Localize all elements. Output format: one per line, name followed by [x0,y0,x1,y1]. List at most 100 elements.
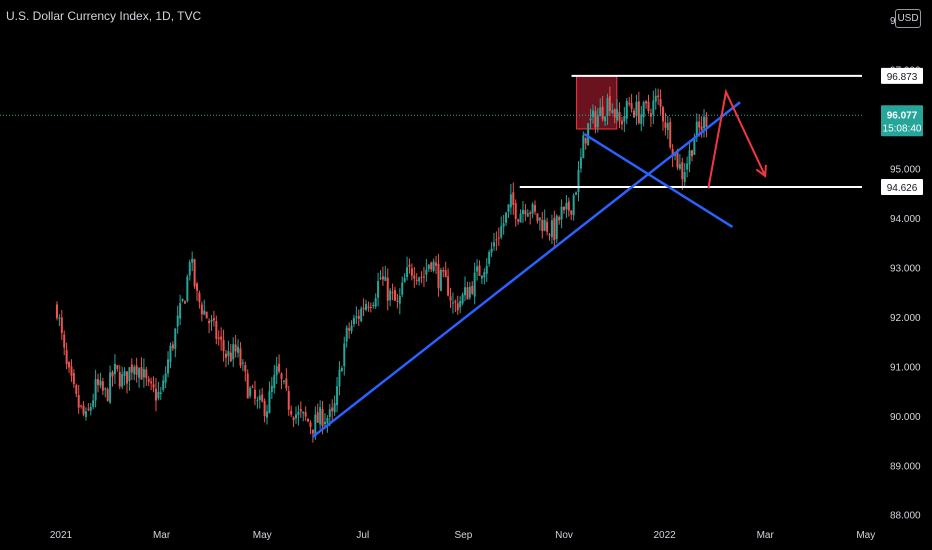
candle-body [99,380,102,386]
candle-body [331,407,334,412]
candle-body [471,285,474,294]
candle-body [430,262,433,270]
candle [432,258,435,273]
candle-body [92,400,95,407]
candle-body [606,98,609,116]
candle-body [290,410,293,415]
candle [690,149,693,162]
candle [608,86,611,116]
candle [502,214,505,235]
candle-body [55,304,58,319]
candle-body [389,290,392,301]
candle-body [688,150,691,165]
candle-body [340,368,343,372]
candle-body [611,110,614,113]
candle [616,99,619,123]
candle [237,339,240,358]
candle-body [676,149,679,168]
candle [454,299,457,313]
candle-body [647,101,650,111]
candle [630,93,633,113]
candle [555,214,558,244]
y-tick-label: 93.000 [890,263,921,274]
candle [121,366,124,390]
candle-body [323,421,326,425]
candle-body [681,162,684,180]
candle-body [232,344,235,360]
symbol-title[interactable]: U.S. Dollar Currency Index, 1D, TVC [6,9,202,23]
candle-body [302,411,305,414]
candle-body [596,115,599,127]
candle [613,108,616,124]
candle [389,287,392,307]
candle [666,115,669,139]
candle-body [693,138,696,155]
candle-body [584,137,587,144]
level-price-label-text: 96.873 [887,72,918,83]
candle [304,406,307,421]
candle-body [106,389,109,401]
candle [604,116,607,126]
candle-body [227,351,230,357]
candle-body [492,242,495,247]
candle-body [432,261,435,272]
candle-body [550,220,553,238]
candle-body [657,95,660,98]
candle-body [410,268,413,276]
candle [374,293,377,309]
time-axis[interactable]: 2021 Mar May Jul Sep Nov 2022 Mar May [50,530,875,541]
price-axis[interactable]: 88.000 89.000 90.000 91.000 92.000 93.000 94.0… [890,16,921,522]
candle [705,112,708,138]
candle [657,88,660,105]
candle [150,377,153,391]
candle-body [478,265,481,276]
candle [497,227,500,247]
candle [106,387,109,402]
candle [244,361,247,382]
candle [369,302,372,313]
candle [505,212,508,226]
candle-body [613,109,616,118]
candle-body [118,371,121,387]
candle-body [162,380,165,390]
candle-body [567,201,570,211]
candle [661,105,664,131]
candle [164,366,167,389]
level-price-label-text: 94.626 [887,183,918,194]
currency-button[interactable]: USD [895,9,921,28]
candle-body [500,226,503,238]
candle [92,393,95,410]
candle [152,376,155,393]
candle [449,287,452,309]
candle [316,403,319,423]
candle [628,96,631,107]
candle-body [413,275,416,279]
candle-body [229,352,232,362]
candle-body [509,194,512,208]
candle [425,259,428,282]
candle-body [543,219,546,231]
candle [333,395,336,416]
level-price-label-bg [881,179,923,196]
candle [338,361,341,396]
trendlines-layer [0,101,862,439]
candle-body [183,301,186,304]
projection-path [707,88,767,189]
candle [229,343,232,363]
candle [464,276,467,302]
candle [377,272,380,307]
candle [625,98,628,125]
candle-body [287,390,290,410]
candle [410,263,413,281]
candle [60,310,63,340]
candle [217,330,220,346]
candle [350,320,353,334]
candle-body [372,304,375,306]
candle [212,310,215,327]
candle [251,384,254,389]
candle [309,420,312,434]
candle-body [386,277,389,301]
candle [444,261,447,278]
candle-body [314,414,317,437]
